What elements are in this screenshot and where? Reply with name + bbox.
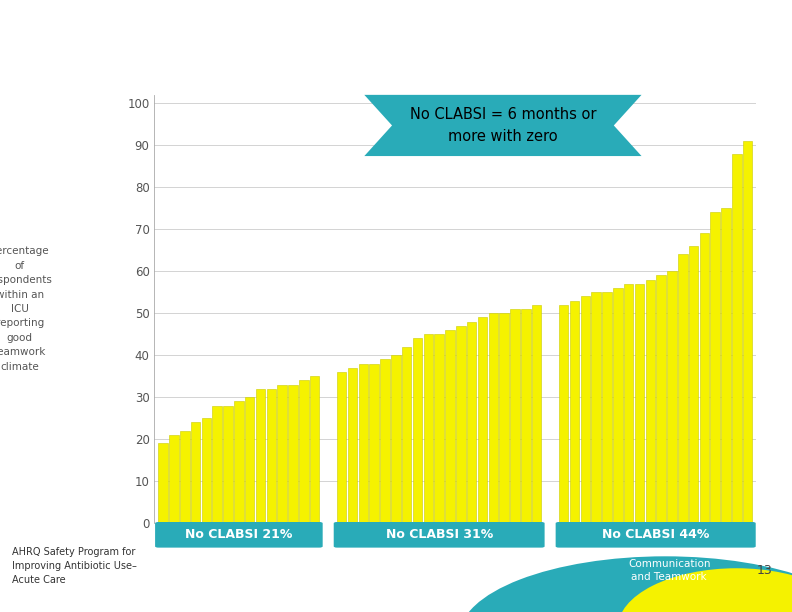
- Ellipse shape: [459, 556, 792, 612]
- Bar: [559, 305, 569, 523]
- Text: No CLABSI 21%: No CLABSI 21%: [185, 528, 292, 541]
- Bar: [267, 389, 276, 523]
- Bar: [369, 364, 379, 523]
- Bar: [256, 389, 265, 523]
- Bar: [234, 401, 244, 523]
- Bar: [689, 246, 699, 523]
- Bar: [613, 288, 623, 523]
- Bar: [337, 372, 346, 523]
- Bar: [532, 305, 542, 523]
- Bar: [645, 280, 655, 523]
- Bar: [499, 313, 509, 523]
- Bar: [743, 141, 752, 523]
- Bar: [380, 359, 390, 523]
- FancyBboxPatch shape: [556, 522, 756, 548]
- Bar: [158, 444, 168, 523]
- Bar: [657, 275, 666, 523]
- Text: Teamwork Climate Across Michigan ICUs: Teamwork Climate Across Michigan ICUs: [20, 23, 608, 51]
- Bar: [602, 293, 611, 523]
- Bar: [434, 334, 444, 523]
- Bar: [277, 385, 287, 523]
- Bar: [402, 347, 412, 523]
- Bar: [191, 422, 200, 523]
- Ellipse shape: [618, 568, 792, 612]
- Bar: [310, 376, 319, 523]
- Text: 6: 6: [691, 12, 701, 29]
- Bar: [489, 313, 498, 523]
- Bar: [732, 154, 741, 523]
- FancyBboxPatch shape: [155, 522, 322, 548]
- Text: No CLABSI = 6 months or
more with zero: No CLABSI = 6 months or more with zero: [409, 107, 596, 144]
- Bar: [299, 381, 309, 523]
- Text: 13: 13: [756, 564, 772, 577]
- Bar: [478, 318, 487, 523]
- Bar: [667, 271, 676, 523]
- Text: No CLABSI 31%: No CLABSI 31%: [386, 528, 493, 541]
- Bar: [510, 309, 520, 523]
- FancyBboxPatch shape: [333, 522, 545, 548]
- Bar: [592, 293, 601, 523]
- Bar: [710, 212, 720, 523]
- Bar: [521, 309, 531, 523]
- Text: Communication
and Teamwork: Communication and Teamwork: [628, 559, 710, 582]
- Bar: [180, 431, 189, 523]
- PathPatch shape: [364, 95, 642, 156]
- Bar: [722, 208, 731, 523]
- Bar: [581, 296, 590, 523]
- Bar: [424, 334, 433, 523]
- Bar: [456, 326, 466, 523]
- Bar: [634, 284, 644, 523]
- Bar: [169, 435, 179, 523]
- Bar: [466, 322, 477, 523]
- Bar: [202, 418, 211, 523]
- Text: Percentage
of
respondents
within an
ICU
reporting
good
teamwork
climate: Percentage of respondents within an ICU …: [0, 247, 52, 371]
- Bar: [391, 355, 401, 523]
- Text: No CLABSI 44%: No CLABSI 44%: [602, 528, 710, 541]
- Bar: [212, 406, 222, 523]
- Bar: [699, 233, 709, 523]
- Bar: [569, 300, 579, 523]
- Text: AHRQ Safety Program for
Improving Antibiotic Use–
Acute Care: AHRQ Safety Program for Improving Antibi…: [12, 547, 137, 584]
- Bar: [678, 255, 687, 523]
- Bar: [413, 338, 422, 523]
- Bar: [245, 397, 254, 523]
- Bar: [359, 364, 368, 523]
- Bar: [624, 284, 634, 523]
- Bar: [445, 330, 455, 523]
- Bar: [288, 385, 298, 523]
- Bar: [223, 406, 233, 523]
- Bar: [348, 368, 357, 523]
